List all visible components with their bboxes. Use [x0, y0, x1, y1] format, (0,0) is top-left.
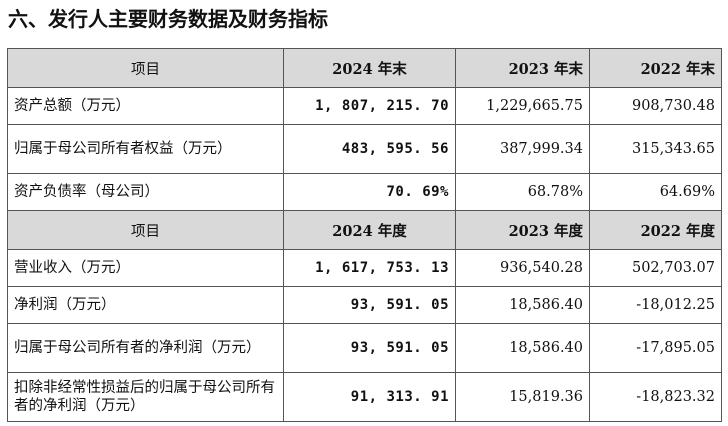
header-2022: 2022 年末 — [589, 48, 722, 88]
value-2024: 1, 617, 753. 13 — [283, 249, 456, 287]
header-2023: 2023 年末 — [455, 48, 590, 88]
header-item: 项目 — [7, 48, 284, 88]
value-2022: 64.69% — [589, 173, 722, 211]
value-2023: 18,586.40 — [455, 286, 590, 324]
header-item: 项目 — [7, 210, 284, 250]
table-row: 资产总额（万元） 1, 807, 215. 70 1,229,665.75 90… — [7, 87, 722, 125]
row-label: 扣除非经常性损益后的归属于母公司所有者的净利润（万元） — [7, 372, 284, 422]
value-2023: 936,540.28 — [455, 249, 590, 287]
value-2022: 315,343.65 — [589, 124, 722, 174]
value-2024: 93, 591. 05 — [283, 323, 456, 373]
row-label: 归属于母公司所有者的净利润（万元） — [7, 323, 284, 373]
financial-table: 项目 2024 年末 2023 年末 2022 年末 资产总额（万元） 1, 8… — [7, 48, 722, 422]
value-2022: -18,823.32 — [589, 372, 722, 422]
header-2024: 2024 年度 — [283, 210, 456, 250]
header-2023: 2023 年度 — [455, 210, 590, 250]
value-2023: 387,999.34 — [455, 124, 590, 174]
value-2022: -18,012.25 — [589, 286, 722, 324]
table-header-row: 项目 2024 年度 2023 年度 2022 年度 — [7, 210, 722, 250]
value-2024: 93, 591. 05 — [283, 286, 456, 324]
header-2022: 2022 年度 — [589, 210, 722, 250]
section-title: 六、发行人主要财务数据及财务指标 — [8, 7, 328, 31]
value-2024: 91, 313. 91 — [283, 372, 456, 422]
value-2022: 502,703.07 — [589, 249, 722, 287]
value-2023: 15,819.36 — [455, 372, 590, 422]
value-2023: 1,229,665.75 — [455, 87, 590, 125]
table-row: 归属于母公司所有者的净利润（万元） 93, 591. 05 18,586.40 … — [7, 323, 722, 373]
value-2022: 908,730.48 — [589, 87, 722, 125]
table-header-row: 项目 2024 年末 2023 年末 2022 年末 — [7, 48, 722, 88]
row-label: 营业收入（万元） — [7, 249, 284, 287]
table-row: 归属于母公司所有者权益（万元） 483, 595. 56 387,999.34 … — [7, 124, 722, 174]
row-label: 资产总额（万元） — [7, 87, 284, 125]
value-2024: 70. 69% — [283, 173, 456, 211]
value-2024: 483, 595. 56 — [283, 124, 456, 174]
table-row: 扣除非经常性损益后的归属于母公司所有者的净利润（万元） 91, 313. 91 … — [7, 372, 722, 422]
header-2024: 2024 年末 — [283, 48, 456, 88]
table-row: 资产负债率（母公司） 70. 69% 68.78% 64.69% — [7, 173, 722, 211]
row-label: 净利润（万元） — [7, 286, 284, 324]
value-2022: -17,895.05 — [589, 323, 722, 373]
value-2023: 68.78% — [455, 173, 590, 211]
value-2024: 1, 807, 215. 70 — [283, 87, 456, 125]
row-label: 资产负债率（母公司） — [7, 173, 284, 211]
row-label: 归属于母公司所有者权益（万元） — [7, 124, 284, 174]
table-row: 净利润（万元） 93, 591. 05 18,586.40 -18,012.25 — [7, 286, 722, 324]
value-2023: 18,586.40 — [455, 323, 590, 373]
table-row: 营业收入（万元） 1, 617, 753. 13 936,540.28 502,… — [7, 249, 722, 287]
